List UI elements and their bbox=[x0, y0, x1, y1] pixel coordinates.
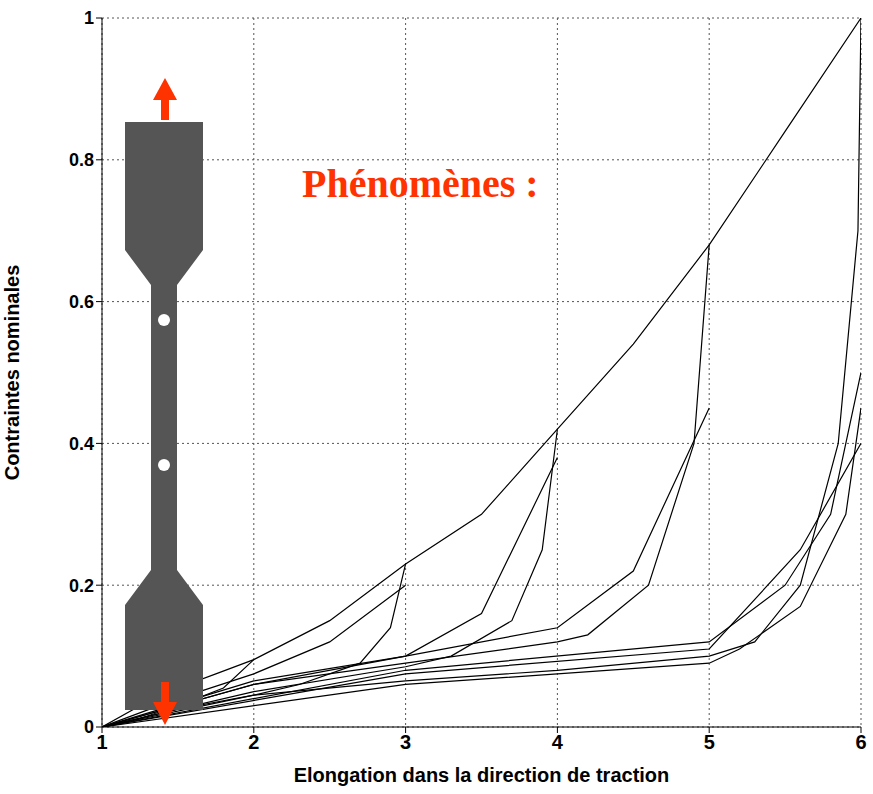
svg-text:3: 3 bbox=[400, 731, 411, 753]
svg-text:Contraintes nominales: Contraintes nominales bbox=[1, 265, 23, 481]
svg-text:5: 5 bbox=[704, 731, 715, 753]
svg-text:4: 4 bbox=[552, 731, 564, 753]
svg-text:0.2: 0.2 bbox=[69, 576, 94, 596]
svg-text:0.6: 0.6 bbox=[69, 292, 94, 312]
svg-text:0.4: 0.4 bbox=[69, 434, 94, 454]
svg-text:1: 1 bbox=[84, 8, 94, 28]
svg-text:2: 2 bbox=[248, 731, 259, 753]
svg-text:0.8: 0.8 bbox=[69, 150, 94, 170]
svg-text:6: 6 bbox=[855, 731, 866, 753]
svg-text:0: 0 bbox=[84, 717, 94, 737]
svg-text:1: 1 bbox=[96, 731, 107, 753]
svg-text:Elongation dans la direction d: Elongation dans la direction de traction bbox=[294, 764, 670, 786]
html-text:Phénomènes :: Phénomènes : bbox=[302, 161, 539, 206]
